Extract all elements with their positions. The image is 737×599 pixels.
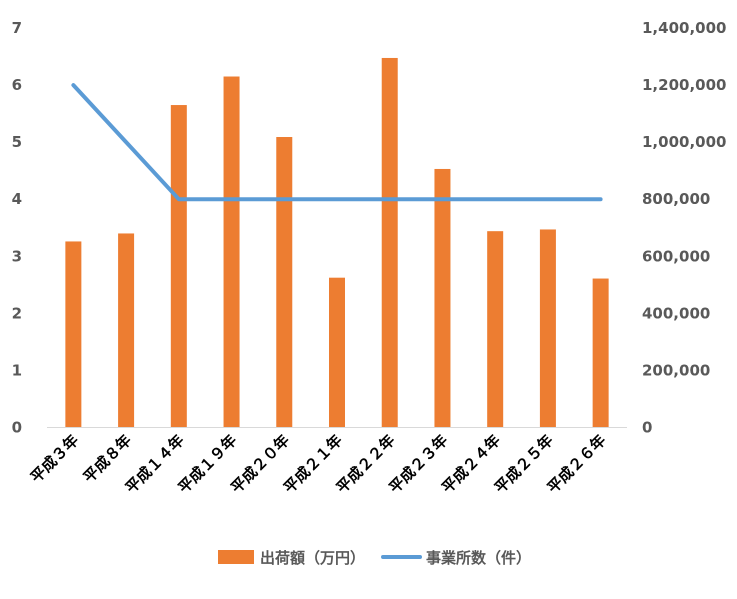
line-establishments [73,85,600,199]
bar-2 [118,233,134,427]
right-tick-label: 200,000 [642,361,710,379]
bar-5 [276,137,292,427]
left-tick-label: 3 [12,247,22,265]
right-tick-label: 0 [642,419,652,437]
legend-label-establishments: 事業所数（件） [426,549,531,567]
right-tick-label: 1,000,000 [642,133,726,151]
left-tick-label: 0 [12,419,22,437]
line-layer [73,85,600,199]
legend-label-shipment-value: 出荷額（万円） [260,549,365,567]
right-tick-label: 1,200,000 [642,76,726,94]
right-tick-label: 600,000 [642,247,710,265]
left-tick-label: 2 [12,304,22,322]
x-tick-label: 平成３年 [27,431,82,486]
left-tick-label: 6 [12,76,22,94]
left-tick-label: 1 [12,361,22,379]
right-axis-ticks: 0 200,000 400,000 600,000 800,000 1,000,000 1,… [642,19,726,437]
left-axis-ticks: 0 1 2 3 4 5 6 7 [12,19,22,437]
bar-10 [540,229,556,427]
bar-11 [593,279,609,428]
legend: 出荷額（万円） 事業所数（件） [218,549,531,567]
legend-swatch-shipment-value [218,550,254,564]
right-tick-label: 400,000 [642,304,710,322]
bar-3 [171,105,187,427]
left-tick-label: 5 [12,133,22,151]
bar-7 [382,58,398,428]
bars-layer [65,58,608,428]
bar-4 [224,77,240,428]
left-tick-label: 7 [12,19,22,37]
bar-8 [434,169,450,428]
bar-1 [65,241,81,427]
right-tick-label: 800,000 [642,190,710,208]
x-axis-ticks: 平成３年平成８年平成１４年平成１９年平成２０年平成２１年平成２２年平成２３年平成… [27,431,609,497]
right-tick-label: 1,400,000 [642,19,726,37]
bar-9 [487,231,503,427]
left-tick-label: 4 [12,190,22,208]
bar-6 [329,278,345,428]
